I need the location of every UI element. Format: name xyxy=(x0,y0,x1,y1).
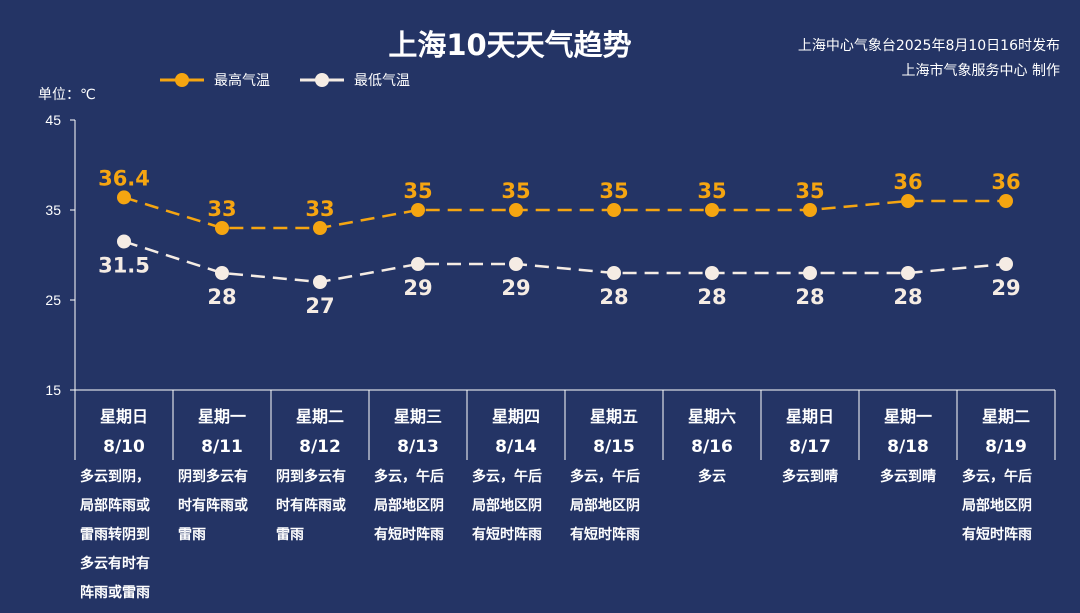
data-label-0: 36.4 xyxy=(98,166,150,190)
unit-label: 单位：℃ xyxy=(38,87,96,103)
weekday-label: 星期一 xyxy=(198,407,246,426)
data-point-1 xyxy=(313,275,327,289)
date-label: 8/19 xyxy=(985,437,1027,457)
publish-info: 上海中心气象台2025年8月10日16时发布 上海市气象服务中心 制作 xyxy=(798,34,1060,84)
data-point-0 xyxy=(803,203,817,217)
data-label-1: 31.5 xyxy=(98,254,150,278)
data-point-0 xyxy=(117,190,131,205)
data-label-0: 33 xyxy=(305,197,334,221)
y-tick-label: 25 xyxy=(45,292,61,308)
date-label: 8/12 xyxy=(299,437,341,457)
weather-description: 多云到晴 xyxy=(880,469,936,485)
data-label-0: 36 xyxy=(893,170,922,194)
data-label-1: 29 xyxy=(501,276,530,300)
data-label-0: 33 xyxy=(207,197,236,221)
data-label-0: 36 xyxy=(991,170,1020,194)
data-label-1: 29 xyxy=(403,276,432,300)
data-point-1 xyxy=(509,257,523,271)
chart-title: 上海10天天气趋势 xyxy=(388,28,632,62)
weekday-label: 星期五 xyxy=(590,407,638,426)
data-label-0: 35 xyxy=(795,179,824,203)
date-label: 8/15 xyxy=(593,437,635,457)
data-point-0 xyxy=(509,203,523,217)
weather-description: 多云，午后 局部地区阴 有短时阵雨 xyxy=(570,469,640,543)
weekday-label: 星期二 xyxy=(982,407,1030,426)
legend-high[interactable]: 最高气温 xyxy=(160,70,270,90)
weather-description: 多云到阴， 局部阵雨或 雷雨转阴到 多云有时有 阵雨或雷雨 xyxy=(80,469,150,601)
data-label-1: 28 xyxy=(893,285,922,309)
data-label-0: 35 xyxy=(697,179,726,203)
weekday-label: 星期四 xyxy=(492,407,540,426)
data-point-1 xyxy=(901,266,915,280)
legend-low-marker-icon xyxy=(300,73,344,87)
date-label: 8/17 xyxy=(789,437,831,457)
series-line-0 xyxy=(123,196,1006,230)
data-point-1 xyxy=(411,257,425,271)
weather-description: 多云，午后 局部地区阴 有短时阵雨 xyxy=(472,469,542,543)
legend-low[interactable]: 最低气温 xyxy=(300,70,410,90)
weather-description: 多云 xyxy=(698,469,726,485)
data-label-1: 28 xyxy=(599,285,628,309)
data-point-1 xyxy=(999,257,1013,271)
weekday-label: 星期日 xyxy=(786,407,834,426)
data-label-0: 35 xyxy=(599,179,628,203)
weekday-label: 星期日 xyxy=(100,407,148,426)
weekday-label: 星期一 xyxy=(884,407,932,426)
date-label: 8/13 xyxy=(397,437,439,457)
y-tick-label: 15 xyxy=(45,382,61,398)
data-label-1: 29 xyxy=(991,276,1020,300)
date-label: 8/14 xyxy=(495,437,537,457)
data-point-0 xyxy=(705,203,719,217)
legend-high-marker-icon xyxy=(160,73,204,87)
data-point-0 xyxy=(607,203,621,217)
data-point-1 xyxy=(215,266,229,280)
data-label-1: 28 xyxy=(697,285,726,309)
date-label: 8/18 xyxy=(887,437,929,457)
weather-description: 阴到多云有 时有阵雨或 雷雨 xyxy=(178,469,248,543)
weather-description: 阴到多云有 时有阵雨或 雷雨 xyxy=(276,469,346,543)
data-point-1 xyxy=(705,266,719,280)
data-point-0 xyxy=(901,194,915,208)
data-point-1 xyxy=(607,266,621,280)
legend-high-label: 最高气温 xyxy=(214,73,270,89)
date-label: 8/11 xyxy=(201,437,243,457)
data-point-0 xyxy=(313,221,327,235)
weather-description: 多云，午后 局部地区阴 有短时阵雨 xyxy=(374,469,444,543)
publisher-text: 上海中心气象台2025年8月10日16时发布 xyxy=(797,38,1060,54)
y-tick-label: 45 xyxy=(45,112,61,128)
data-label-0: 35 xyxy=(501,179,530,203)
data-point-1 xyxy=(803,266,817,280)
y-tick-label: 35 xyxy=(45,202,61,218)
data-label-0: 35 xyxy=(403,179,432,203)
date-label: 8/10 xyxy=(103,437,145,457)
legend-low-label: 最低气温 xyxy=(354,73,410,89)
date-label: 8/16 xyxy=(691,437,733,457)
producer-text: 上海市气象服务中心 制作 xyxy=(901,63,1060,79)
weekday-label: 星期六 xyxy=(688,407,736,426)
data-point-0 xyxy=(999,194,1013,208)
data-point-1 xyxy=(117,234,131,249)
data-label-1: 28 xyxy=(795,285,824,309)
weekday-label: 星期二 xyxy=(296,407,344,426)
legend: 最高气温 最低气温 xyxy=(160,70,410,90)
data-point-0 xyxy=(215,221,229,235)
weather-description: 多云到晴 xyxy=(782,469,838,485)
data-label-1: 27 xyxy=(305,294,334,318)
weekday-label: 星期三 xyxy=(394,407,442,426)
data-point-0 xyxy=(411,203,425,217)
data-label-1: 28 xyxy=(207,285,236,309)
weather-description: 多云，午后 局部地区阴 有短时阵雨 xyxy=(962,469,1032,543)
series-line-1 xyxy=(123,240,1007,284)
